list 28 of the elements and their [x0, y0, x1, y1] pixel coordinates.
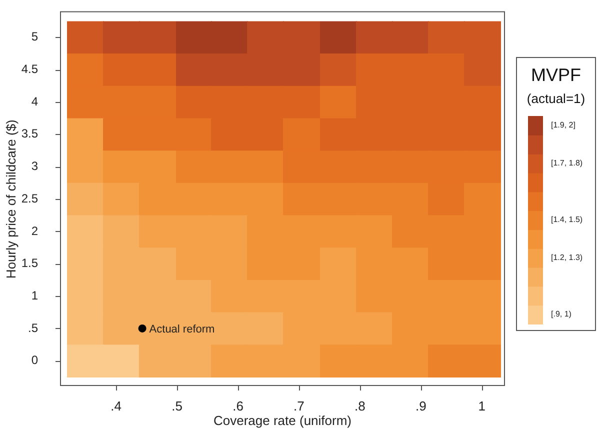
y-tick-label: 0: [31, 353, 38, 368]
y-tick-label: 4.5: [21, 62, 38, 76]
x-tick-label: .9: [415, 398, 426, 414]
x-tick-label: 1: [478, 398, 486, 414]
y-tick-label: 1: [31, 288, 38, 302]
x-tick-label: .8: [354, 398, 366, 414]
y-tick-label: 5: [31, 30, 38, 44]
y-tick-label: 3: [31, 159, 38, 174]
color-bar-title: (actual=1): [526, 91, 586, 106]
y-tick-label: 1.5: [21, 256, 38, 270]
x-tick-label: .6: [232, 398, 244, 414]
y-axis-title: Hourly price of childcare ($): [3, 120, 18, 279]
y-tick-label: 3.5: [21, 126, 38, 141]
color-bar-label: [1.2, 1.3): [551, 253, 583, 262]
color-bar-label: [.9, 1): [551, 310, 572, 319]
color-bar-label: [1.9, 2]: [551, 120, 576, 130]
y-tick-label: 2: [31, 224, 38, 238]
legend-title: MVPF: [530, 65, 582, 85]
y-tick-label: 4: [31, 94, 38, 108]
color-bar-label: [1.4, 1.5): [551, 215, 583, 224]
annotation: Actual reform: [149, 324, 215, 336]
x-axis-title: Coverage rate (uniform): [214, 412, 352, 428]
x-tick-label: .4: [110, 398, 122, 414]
x-tick-label: .7: [294, 398, 304, 414]
x-tick-label: .5: [172, 398, 182, 414]
color-bar-label: [1.7, 1.8): [551, 158, 583, 168]
y-tick-label: .5: [28, 320, 38, 335]
y-tick-label: 2.5: [21, 191, 38, 206]
